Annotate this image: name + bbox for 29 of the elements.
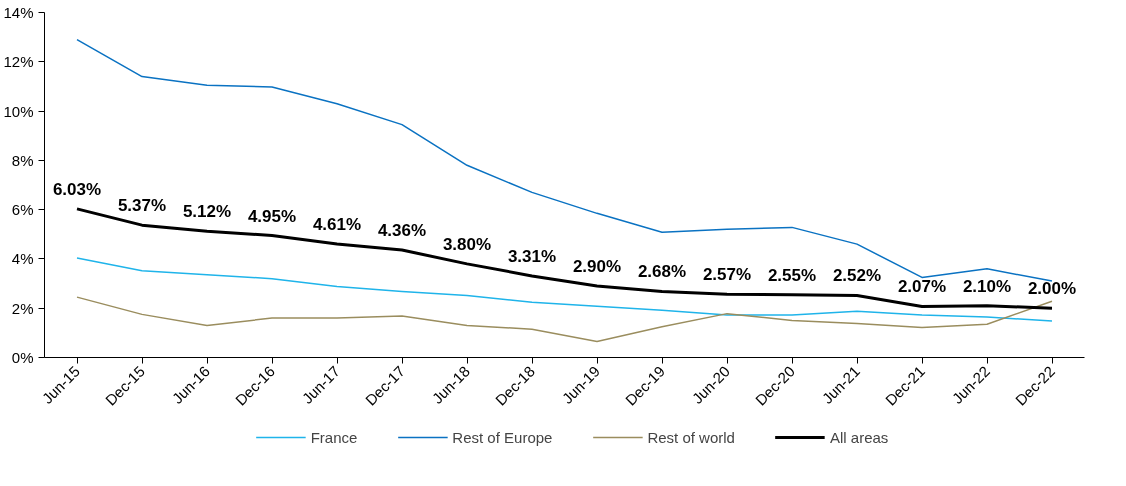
- data-label: 6.03%: [52, 179, 102, 199]
- data-label: 4.61%: [312, 214, 362, 234]
- y-tick-label: 6%: [11, 201, 34, 219]
- legend-label: All areas: [829, 428, 889, 446]
- legend-label: Rest of Europe: [452, 428, 553, 446]
- y-tick-label: 10%: [3, 102, 34, 120]
- data-label: 5.37%: [117, 196, 167, 216]
- data-label: 5.12%: [182, 202, 232, 222]
- data-label: 3.31%: [507, 246, 557, 266]
- legend-label: Rest of world: [647, 428, 735, 446]
- y-tick-label: 12%: [3, 53, 34, 71]
- line-series: [76, 296, 1053, 343]
- data-label: 3.80%: [442, 234, 492, 254]
- data-label: 2.07%: [897, 277, 947, 297]
- data-label: 2.57%: [702, 265, 752, 285]
- data-label: 2.52%: [832, 266, 882, 286]
- y-tick-label: 0%: [11, 349, 34, 366]
- y-tick-label: 8%: [11, 151, 34, 169]
- data-label: 2.10%: [962, 276, 1012, 296]
- data-label: 4.95%: [247, 206, 297, 226]
- legend-label: France: [310, 428, 358, 446]
- data-label: 2.68%: [637, 262, 687, 282]
- data-label: 2.00%: [1027, 279, 1077, 299]
- y-tick-label: 14%: [3, 4, 34, 21]
- data-label: 4.36%: [377, 221, 427, 241]
- data-label: 2.55%: [767, 265, 817, 285]
- y-tick-label: 4%: [11, 250, 34, 268]
- data-label: 2.90%: [572, 257, 622, 277]
- y-tick-label: 2%: [11, 299, 34, 317]
